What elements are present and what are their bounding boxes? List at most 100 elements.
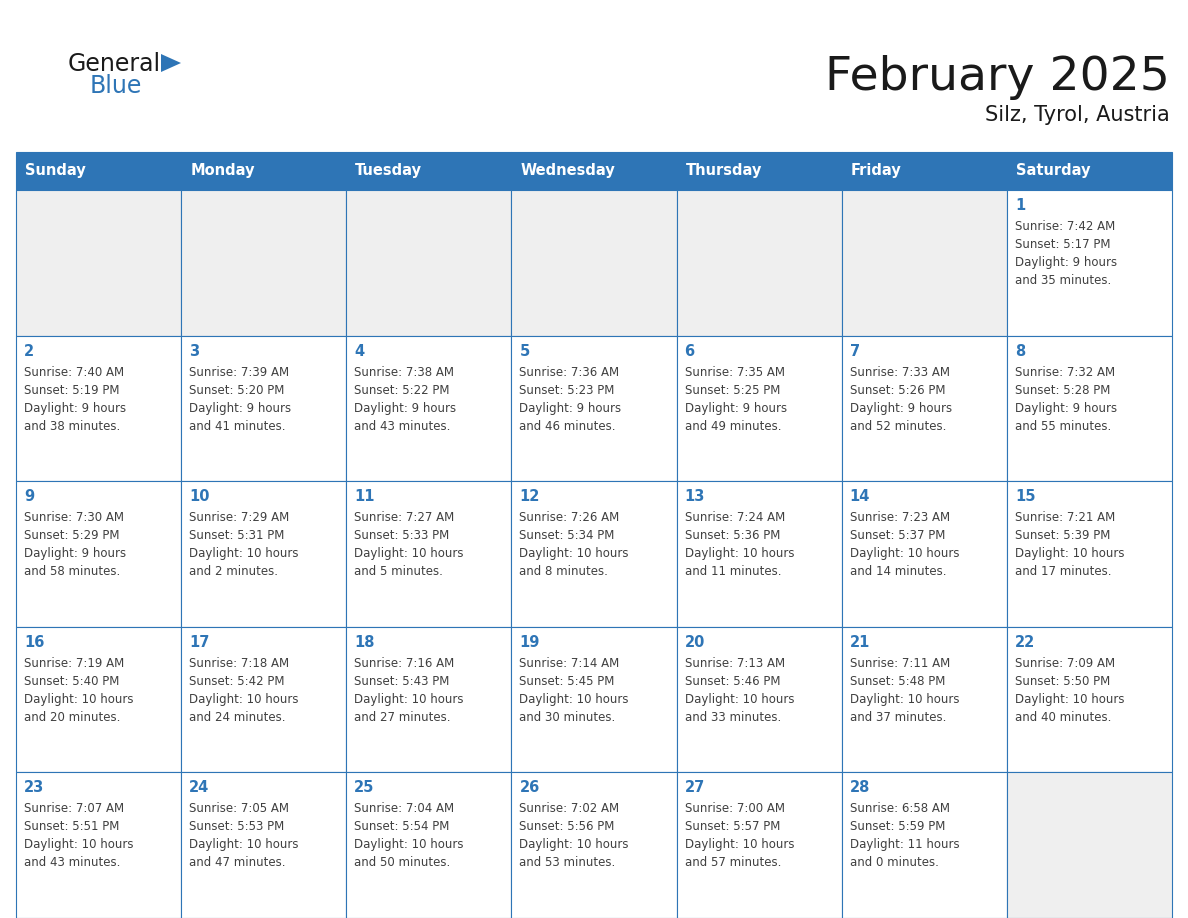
Text: February 2025: February 2025 <box>826 55 1170 100</box>
Text: Sunrise: 7:32 AM: Sunrise: 7:32 AM <box>1015 365 1116 378</box>
Bar <box>511 481 677 627</box>
Text: General: General <box>68 52 162 76</box>
Text: Sunrise: 7:04 AM: Sunrise: 7:04 AM <box>354 802 455 815</box>
Text: Daylight: 10 hours: Daylight: 10 hours <box>1015 547 1124 560</box>
Text: Monday: Monday <box>190 163 254 178</box>
Text: 13: 13 <box>684 489 704 504</box>
Text: and 0 minutes.: and 0 minutes. <box>849 856 939 869</box>
Text: 2: 2 <box>24 343 34 359</box>
Text: and 35 minutes.: and 35 minutes. <box>1015 274 1111 287</box>
Text: Daylight: 10 hours: Daylight: 10 hours <box>684 693 794 706</box>
Bar <box>1007 336 1173 481</box>
Text: Sunrise: 7:35 AM: Sunrise: 7:35 AM <box>684 365 784 378</box>
Text: 26: 26 <box>519 780 539 795</box>
Text: 24: 24 <box>189 780 209 795</box>
Text: Daylight: 9 hours: Daylight: 9 hours <box>519 401 621 415</box>
Text: Daylight: 10 hours: Daylight: 10 hours <box>684 838 794 851</box>
Bar <box>15 772 181 918</box>
Text: and 37 minutes.: and 37 minutes. <box>849 711 946 723</box>
Text: Sunrise: 7:16 AM: Sunrise: 7:16 AM <box>354 656 455 670</box>
Text: 6: 6 <box>684 343 695 359</box>
Bar <box>346 481 511 627</box>
Bar <box>842 190 1007 336</box>
Bar <box>346 336 511 481</box>
Text: and 43 minutes.: and 43 minutes. <box>24 856 120 869</box>
Text: and 58 minutes.: and 58 minutes. <box>24 565 120 578</box>
Text: Wednesday: Wednesday <box>520 163 615 178</box>
Text: 8: 8 <box>1015 343 1025 359</box>
Text: and 24 minutes.: and 24 minutes. <box>189 711 285 723</box>
Bar <box>677 772 842 918</box>
Text: and 57 minutes.: and 57 minutes. <box>684 856 781 869</box>
Text: Daylight: 10 hours: Daylight: 10 hours <box>519 547 628 560</box>
Text: and 14 minutes.: and 14 minutes. <box>849 565 946 578</box>
Bar <box>346 152 511 190</box>
Bar <box>181 772 346 918</box>
Text: Sunset: 5:23 PM: Sunset: 5:23 PM <box>519 384 615 397</box>
Text: 10: 10 <box>189 489 209 504</box>
Text: Sunset: 5:33 PM: Sunset: 5:33 PM <box>354 529 449 543</box>
Text: Sunset: 5:59 PM: Sunset: 5:59 PM <box>849 821 946 834</box>
Text: 22: 22 <box>1015 635 1035 650</box>
Text: Sunset: 5:48 PM: Sunset: 5:48 PM <box>849 675 946 688</box>
Text: Daylight: 10 hours: Daylight: 10 hours <box>24 838 133 851</box>
Text: Sunrise: 7:42 AM: Sunrise: 7:42 AM <box>1015 220 1116 233</box>
Text: Daylight: 10 hours: Daylight: 10 hours <box>24 693 133 706</box>
Bar <box>181 152 346 190</box>
Text: Sunrise: 7:11 AM: Sunrise: 7:11 AM <box>849 656 950 670</box>
Bar <box>677 336 842 481</box>
Text: Sunset: 5:50 PM: Sunset: 5:50 PM <box>1015 675 1110 688</box>
Text: and 53 minutes.: and 53 minutes. <box>519 856 615 869</box>
Text: 17: 17 <box>189 635 209 650</box>
Text: Sunset: 5:28 PM: Sunset: 5:28 PM <box>1015 384 1111 397</box>
Text: Daylight: 9 hours: Daylight: 9 hours <box>354 401 456 415</box>
Text: Sunrise: 7:05 AM: Sunrise: 7:05 AM <box>189 802 289 815</box>
Text: Daylight: 10 hours: Daylight: 10 hours <box>354 838 463 851</box>
Text: Sunrise: 7:26 AM: Sunrise: 7:26 AM <box>519 511 620 524</box>
Text: and 8 minutes.: and 8 minutes. <box>519 565 608 578</box>
Text: Sunset: 5:42 PM: Sunset: 5:42 PM <box>189 675 285 688</box>
Bar <box>842 481 1007 627</box>
Bar <box>511 336 677 481</box>
Text: Sunrise: 7:36 AM: Sunrise: 7:36 AM <box>519 365 620 378</box>
Text: Daylight: 9 hours: Daylight: 9 hours <box>24 401 126 415</box>
Text: Daylight: 9 hours: Daylight: 9 hours <box>1015 256 1117 269</box>
Text: and 5 minutes.: and 5 minutes. <box>354 565 443 578</box>
Text: Sunrise: 7:38 AM: Sunrise: 7:38 AM <box>354 365 454 378</box>
Bar <box>1007 627 1173 772</box>
Text: Sunset: 5:57 PM: Sunset: 5:57 PM <box>684 821 781 834</box>
Text: and 52 minutes.: and 52 minutes. <box>849 420 946 432</box>
Text: Sunset: 5:54 PM: Sunset: 5:54 PM <box>354 821 450 834</box>
Text: 9: 9 <box>24 489 34 504</box>
Bar <box>511 627 677 772</box>
Text: Sunset: 5:20 PM: Sunset: 5:20 PM <box>189 384 284 397</box>
Text: Daylight: 10 hours: Daylight: 10 hours <box>1015 693 1124 706</box>
Text: and 11 minutes.: and 11 minutes. <box>684 565 781 578</box>
Text: Sunset: 5:36 PM: Sunset: 5:36 PM <box>684 529 781 543</box>
Text: and 30 minutes.: and 30 minutes. <box>519 711 615 723</box>
Text: 3: 3 <box>189 343 200 359</box>
Text: and 17 minutes.: and 17 minutes. <box>1015 565 1111 578</box>
Text: Sunrise: 7:27 AM: Sunrise: 7:27 AM <box>354 511 455 524</box>
Text: Sunset: 5:25 PM: Sunset: 5:25 PM <box>684 384 781 397</box>
Bar <box>677 627 842 772</box>
Bar <box>677 152 842 190</box>
Bar <box>181 627 346 772</box>
Text: 7: 7 <box>849 343 860 359</box>
Bar <box>15 152 181 190</box>
Text: Daylight: 10 hours: Daylight: 10 hours <box>189 547 298 560</box>
Text: Daylight: 9 hours: Daylight: 9 hours <box>849 401 952 415</box>
Text: and 49 minutes.: and 49 minutes. <box>684 420 781 432</box>
Text: and 50 minutes.: and 50 minutes. <box>354 856 450 869</box>
Text: Sunset: 5:19 PM: Sunset: 5:19 PM <box>24 384 120 397</box>
Text: Sunrise: 6:58 AM: Sunrise: 6:58 AM <box>849 802 949 815</box>
Text: Daylight: 9 hours: Daylight: 9 hours <box>684 401 786 415</box>
Bar <box>1007 190 1173 336</box>
Text: Silz, Tyrol, Austria: Silz, Tyrol, Austria <box>985 105 1170 125</box>
Text: Daylight: 10 hours: Daylight: 10 hours <box>849 693 959 706</box>
Text: Sunrise: 7:30 AM: Sunrise: 7:30 AM <box>24 511 124 524</box>
Text: Daylight: 10 hours: Daylight: 10 hours <box>189 838 298 851</box>
Bar <box>677 190 842 336</box>
Text: Sunrise: 7:18 AM: Sunrise: 7:18 AM <box>189 656 289 670</box>
Text: and 47 minutes.: and 47 minutes. <box>189 856 285 869</box>
